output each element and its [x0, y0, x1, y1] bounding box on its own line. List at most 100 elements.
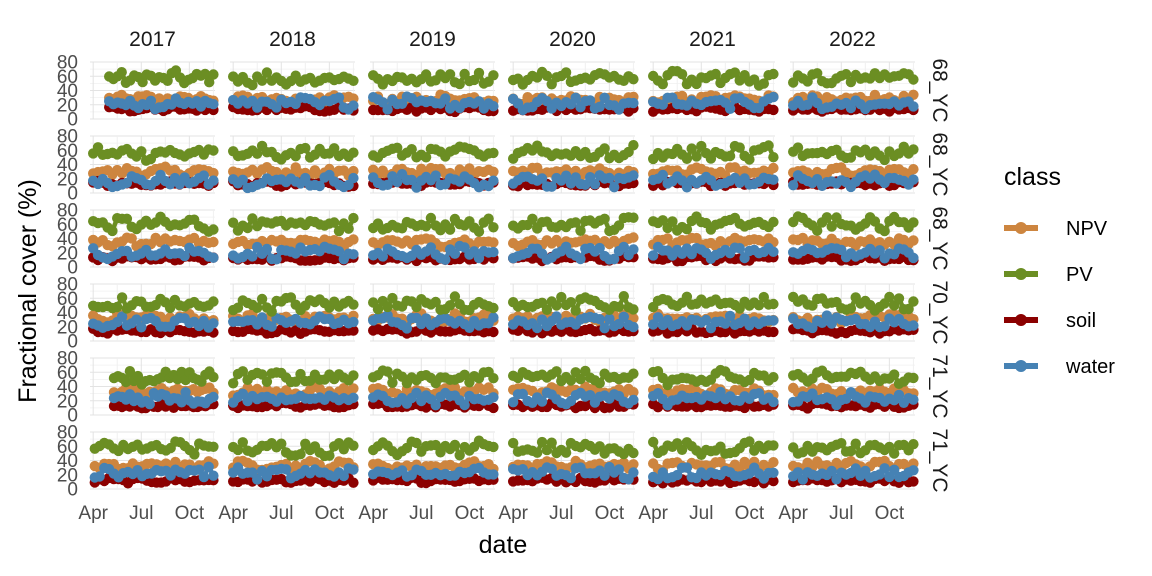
column-strip-label: 2021 [689, 28, 736, 51]
data-point-pv [256, 75, 268, 86]
data-point-water [488, 312, 499, 323]
x-tick-label: Apr [638, 503, 668, 524]
data-point-pv [565, 375, 577, 386]
data-point-water [348, 316, 359, 328]
data-point-npv [628, 232, 639, 243]
x-tick-label: Oct [455, 503, 485, 524]
data-point-water [584, 390, 596, 401]
x-tick-label: Jul [269, 503, 293, 524]
data-point-pv [276, 438, 287, 449]
x-tick-label: Apr [778, 503, 808, 524]
facet-panel [508, 209, 639, 268]
data-point-pv [508, 437, 519, 449]
facet-panel [228, 283, 359, 342]
data-point-water [488, 469, 499, 480]
data-point-soil [348, 477, 359, 488]
data-point-pv [266, 306, 277, 317]
data-point-pv [667, 216, 678, 227]
data-point-water [348, 392, 359, 403]
data-point-pv [348, 212, 359, 224]
data-point-water [551, 311, 562, 322]
facet-panel [368, 209, 499, 268]
data-point-pv [560, 447, 572, 458]
data-point-water [599, 470, 610, 481]
row-strip-label: 70_YC [928, 280, 951, 344]
data-point-water [908, 101, 919, 112]
data-point-water [280, 464, 292, 475]
data-point-pv [392, 142, 403, 153]
facet-panel [368, 283, 499, 342]
data-point-pv [473, 67, 485, 79]
data-point-water [449, 248, 461, 259]
data-point-npv [348, 234, 359, 245]
data-point-pv [261, 67, 273, 78]
data-point-water [208, 99, 219, 110]
data-point-soil [488, 326, 499, 338]
data-point-pv [628, 212, 639, 223]
data-point-water [560, 170, 572, 181]
facet-panel [228, 135, 359, 194]
data-point-pv [333, 225, 345, 237]
data-point-pv [189, 449, 200, 460]
data-point-pv [208, 69, 219, 80]
data-point-water [604, 313, 615, 324]
data-point-pv [618, 291, 629, 302]
y-tick-label: 80 [57, 349, 78, 370]
x-tick-label: Apr [218, 503, 248, 524]
data-point-npv [628, 459, 639, 470]
data-point-water [136, 322, 147, 333]
column-strip-label: 2019 [409, 28, 456, 51]
data-point-pv [599, 143, 610, 154]
data-point-pv [560, 67, 572, 78]
data-point-pv [768, 372, 779, 383]
data-point-water [382, 104, 393, 115]
legend-key-point [1015, 222, 1027, 234]
data-point-water [609, 182, 620, 193]
data-point-pv [889, 369, 900, 380]
data-point-pv [382, 301, 393, 313]
data-point-pv [387, 377, 398, 388]
data-point-pv [657, 79, 668, 90]
data-point-npv [488, 237, 499, 248]
data-point-pv [676, 69, 688, 80]
data-point-pv [628, 74, 639, 85]
data-point-water [532, 322, 543, 334]
facet-panel [788, 61, 919, 120]
data-point-water [488, 175, 499, 186]
data-point-pv [348, 440, 359, 451]
facet-panel [648, 209, 779, 268]
data-point-pv [908, 296, 919, 307]
x-axis-ticks: Apr Jul Oct Apr Jul Oct Apr Jul Oct Apr Jul Oct Apr J… [78, 503, 904, 524]
data-point-pv [613, 220, 625, 231]
data-point-water [116, 311, 128, 322]
data-point-pv [228, 217, 239, 228]
data-point-npv [908, 164, 919, 175]
data-point-water [348, 100, 359, 111]
data-point-water [333, 246, 345, 257]
column-strip-label: 2017 [129, 28, 176, 51]
data-point-pv [136, 146, 147, 157]
data-point-water [628, 394, 639, 406]
data-point-water [628, 467, 639, 478]
data-point-water [247, 251, 258, 262]
data-point-pv [406, 144, 417, 155]
data-point-water [908, 394, 919, 405]
data-point-pv [628, 304, 639, 315]
data-point-npv [208, 236, 219, 248]
data-point-water [392, 176, 403, 188]
x-tick-label: Jul [689, 503, 713, 524]
legend-key-point [1015, 314, 1027, 326]
x-tick-label: Oct [735, 503, 765, 524]
data-point-pv [570, 305, 581, 316]
facet-panel [788, 283, 919, 342]
data-point-pv [121, 213, 133, 224]
column-strip-label: 2020 [549, 28, 596, 51]
data-point-water [536, 396, 548, 407]
data-point-water [570, 92, 581, 104]
data-point-water [604, 172, 615, 184]
data-point-water [488, 246, 499, 258]
x-tick-label: Oct [175, 503, 205, 524]
data-point-pv [329, 217, 340, 228]
data-point-pv [300, 142, 311, 154]
data-point-water [681, 462, 693, 473]
